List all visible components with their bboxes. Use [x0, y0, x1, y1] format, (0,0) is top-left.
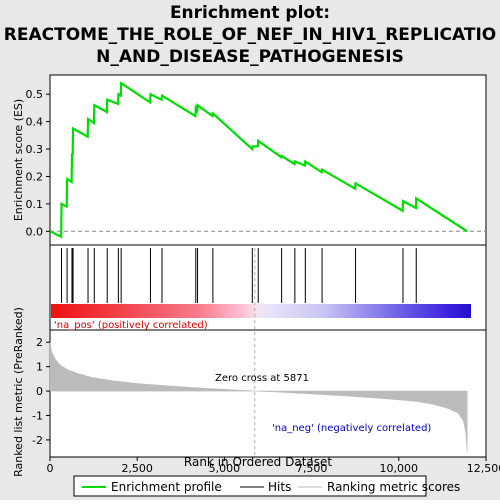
es-y-tick-label: 0.4	[26, 116, 44, 129]
x-tick-label: 2,500	[121, 462, 153, 475]
metric-y-tick-label: -1	[32, 409, 43, 422]
es-y-tick-label: 0.5	[26, 88, 44, 101]
x-axis-label: Rank in Ordered Dataset	[184, 455, 332, 469]
es-y-tick-label: 0.3	[26, 143, 44, 156]
metric-y-tick-label: 1	[36, 361, 43, 374]
es-panel	[50, 75, 486, 245]
legend-metric-label: Ranking metric scores	[327, 480, 460, 494]
pos-correlated-label: 'na_pos' (positively correlated)	[54, 320, 208, 331]
x-tick-label: 10,000	[380, 462, 419, 475]
legend-profile-label: Enrichment profile	[111, 480, 222, 494]
chart-title-line-1: Enrichment plot:	[170, 3, 330, 23]
zero-cross-label: Zero cross at 5871	[215, 373, 309, 384]
es-y-tick-label: 0.0	[26, 225, 44, 238]
metric-y-tick-label: 2	[36, 336, 43, 349]
chart-title-line-2: REACTOME_THE_ROLE_OF_NEF_IN_HIV1_REPLICA…	[4, 25, 496, 45]
metric-y-axis-label: Ranked list metric (PreRanked)	[12, 307, 25, 477]
ranking-heat-bar	[51, 304, 471, 318]
chart-title-line-3: N_AND_DISEASE_PATHOGENESIS	[96, 47, 404, 67]
metric-y-tick-label: 0	[36, 385, 43, 398]
legend-hits-label: Hits	[268, 480, 291, 494]
es-y-tick-label: 0.1	[26, 198, 44, 211]
es-y-axis-label: Enrichment score (ES)	[12, 99, 25, 221]
neg-correlated-label: 'na_neg' (negatively correlated)	[272, 423, 431, 434]
x-tick-label: 0	[47, 462, 54, 475]
metric-y-tick-label: -2	[32, 434, 43, 447]
es-y-tick-label: 0.2	[26, 170, 44, 183]
x-tick-label: 12,500	[467, 462, 500, 475]
